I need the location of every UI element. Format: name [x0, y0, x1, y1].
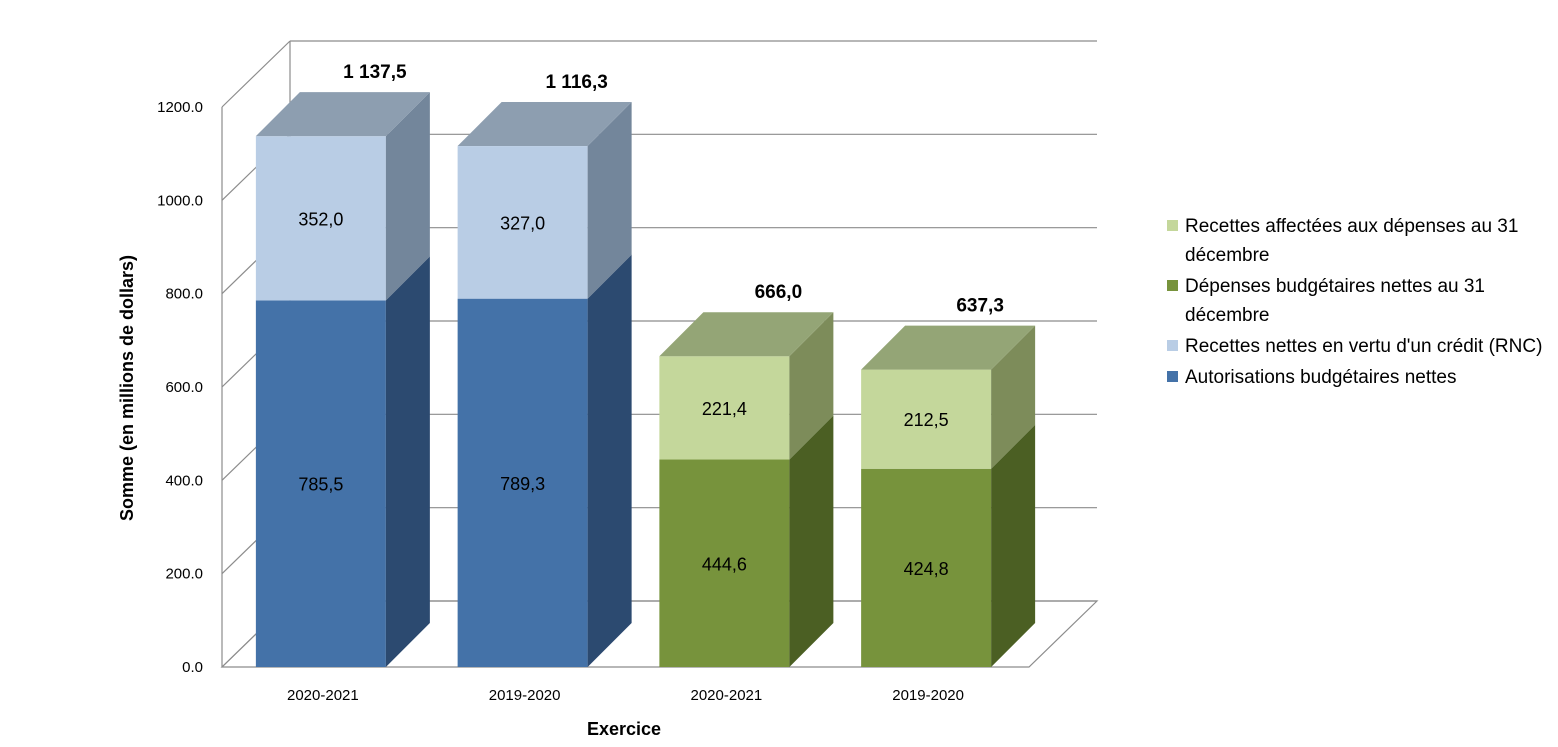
- segment-value-label: 327,0: [500, 213, 545, 233]
- y-tick-label: 0.0: [182, 659, 203, 676]
- bar-segment-side: [587, 102, 632, 299]
- bar-segment: [457, 298, 588, 667]
- legend-item: Autorisations budgétaires nettes: [1167, 363, 1552, 392]
- segment-value-label: 352,0: [298, 209, 343, 229]
- bar-segment-side: [385, 92, 430, 301]
- segment-value-label: 444,6: [702, 554, 747, 574]
- x-tick-label: 2020-2021: [287, 687, 359, 704]
- bar-stack: 444,6 221,4 666,0: [659, 282, 834, 667]
- y-tick-label: 600.0: [165, 379, 203, 396]
- y-tick-label: 200.0: [165, 566, 203, 583]
- bar-segment: [457, 146, 588, 299]
- y-tick-label: 400.0: [165, 472, 203, 489]
- segment-value-label: 212,5: [904, 410, 949, 430]
- segment-value-label: 785,5: [298, 475, 343, 495]
- bar-top: [255, 92, 430, 137]
- bar-segment-side: [991, 424, 1036, 667]
- side-wall-line: [221, 40, 291, 108]
- bar-total-label: 1 137,5: [343, 62, 407, 83]
- bar-total-label: 1 116,3: [545, 72, 607, 93]
- bar-segment: [255, 300, 386, 667]
- bar-segment: [861, 369, 992, 469]
- bar-stack: 785,5 352,0 1 137,5: [255, 62, 430, 667]
- bar-top: [457, 102, 632, 147]
- legend-item: Dépenses budgétaires nettes au 31 décemb…: [1167, 272, 1552, 330]
- bar-segment-side: [587, 254, 632, 667]
- bar-segment: [659, 356, 790, 460]
- x-axis-ticks: 2020-2021 2019-2020 2020-2021 2019-2020: [287, 687, 964, 704]
- legend-label: Recettes affectées aux dépenses au 31 dé…: [1185, 216, 1519, 266]
- x-tick-label: 2019-2020: [892, 687, 964, 704]
- x-tick-label: 2020-2021: [691, 687, 763, 704]
- segment-value-label: 221,4: [702, 399, 747, 419]
- bars: 785,5 352,0 1 137,5 789,3 327,0 1 116,3 444,6 2…: [255, 62, 1036, 667]
- bar-segment: [861, 468, 992, 667]
- bar-segment-side: [789, 415, 834, 667]
- legend-swatch: [1167, 220, 1178, 231]
- x-axis-title: Exercice: [587, 719, 661, 739]
- legend-label: Autorisations budgétaires nettes: [1185, 367, 1457, 388]
- legend-swatch: [1167, 371, 1178, 382]
- y-tick-label: 1200.0: [157, 99, 203, 116]
- bar-top: [861, 325, 1036, 370]
- bar-segment: [255, 136, 386, 301]
- legend-label: Dépenses budgétaires nettes au 31 décemb…: [1185, 276, 1485, 326]
- y-axis-title: Somme (en millions de dollars): [117, 255, 137, 521]
- legend-item: Recettes affectées aux dépenses au 31 dé…: [1167, 212, 1552, 270]
- bar-total-label: 637,3: [956, 296, 1004, 317]
- legend-swatch: [1167, 340, 1178, 351]
- legend-item: Recettes nettes en vertu d'un crédit (RN…: [1167, 332, 1552, 361]
- bar-stack: 789,3 327,0 1 116,3: [457, 72, 632, 667]
- legend: Recettes affectées aux dépenses au 31 dé…: [1167, 212, 1552, 394]
- bar-total-label: 666,0: [755, 282, 803, 303]
- bar-segment-side: [789, 312, 834, 460]
- legend-swatch: [1167, 280, 1178, 291]
- y-axis-ticks: 0.0 200.0 400.0 600.0 800.0 1000.0 1200.0: [157, 99, 203, 676]
- y-tick-label: 1000.0: [157, 192, 203, 209]
- segment-value-label: 789,3: [500, 474, 545, 494]
- y-tick-label: 800.0: [165, 286, 203, 303]
- bar-segment-side: [991, 325, 1036, 469]
- bar-segment: [659, 459, 790, 667]
- bar-stack: 424,8 212,5 637,3: [861, 296, 1036, 667]
- x-tick-label: 2019-2020: [489, 687, 561, 704]
- legend-label: Recettes nettes en vertu d'un crédit (RN…: [1185, 336, 1543, 357]
- bar-segment-side: [385, 256, 430, 667]
- bar-top: [659, 312, 834, 357]
- segment-value-label: 424,8: [904, 559, 949, 579]
